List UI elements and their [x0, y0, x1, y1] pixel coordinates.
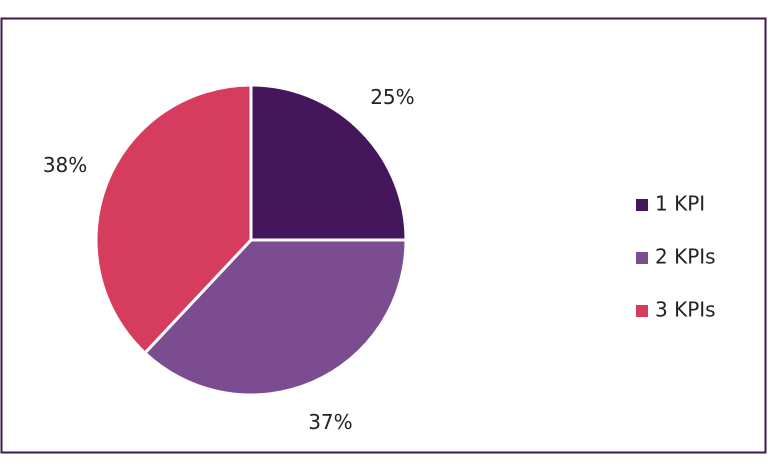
legend-label: 2 KPIs	[655, 245, 716, 269]
legend-swatch	[636, 305, 648, 317]
pie-slice	[249, 83, 408, 242]
data-label: 38%	[43, 153, 87, 177]
data-label: 25%	[370, 85, 414, 109]
legend-label: 1 KPI	[655, 192, 705, 216]
pie-slice	[94, 83, 253, 356]
legend-swatch	[636, 252, 648, 264]
data-label: 37%	[308, 410, 352, 434]
pie-slice	[142, 238, 408, 397]
legend-label: 3 KPIs	[655, 298, 716, 322]
legend-swatch	[636, 199, 648, 211]
